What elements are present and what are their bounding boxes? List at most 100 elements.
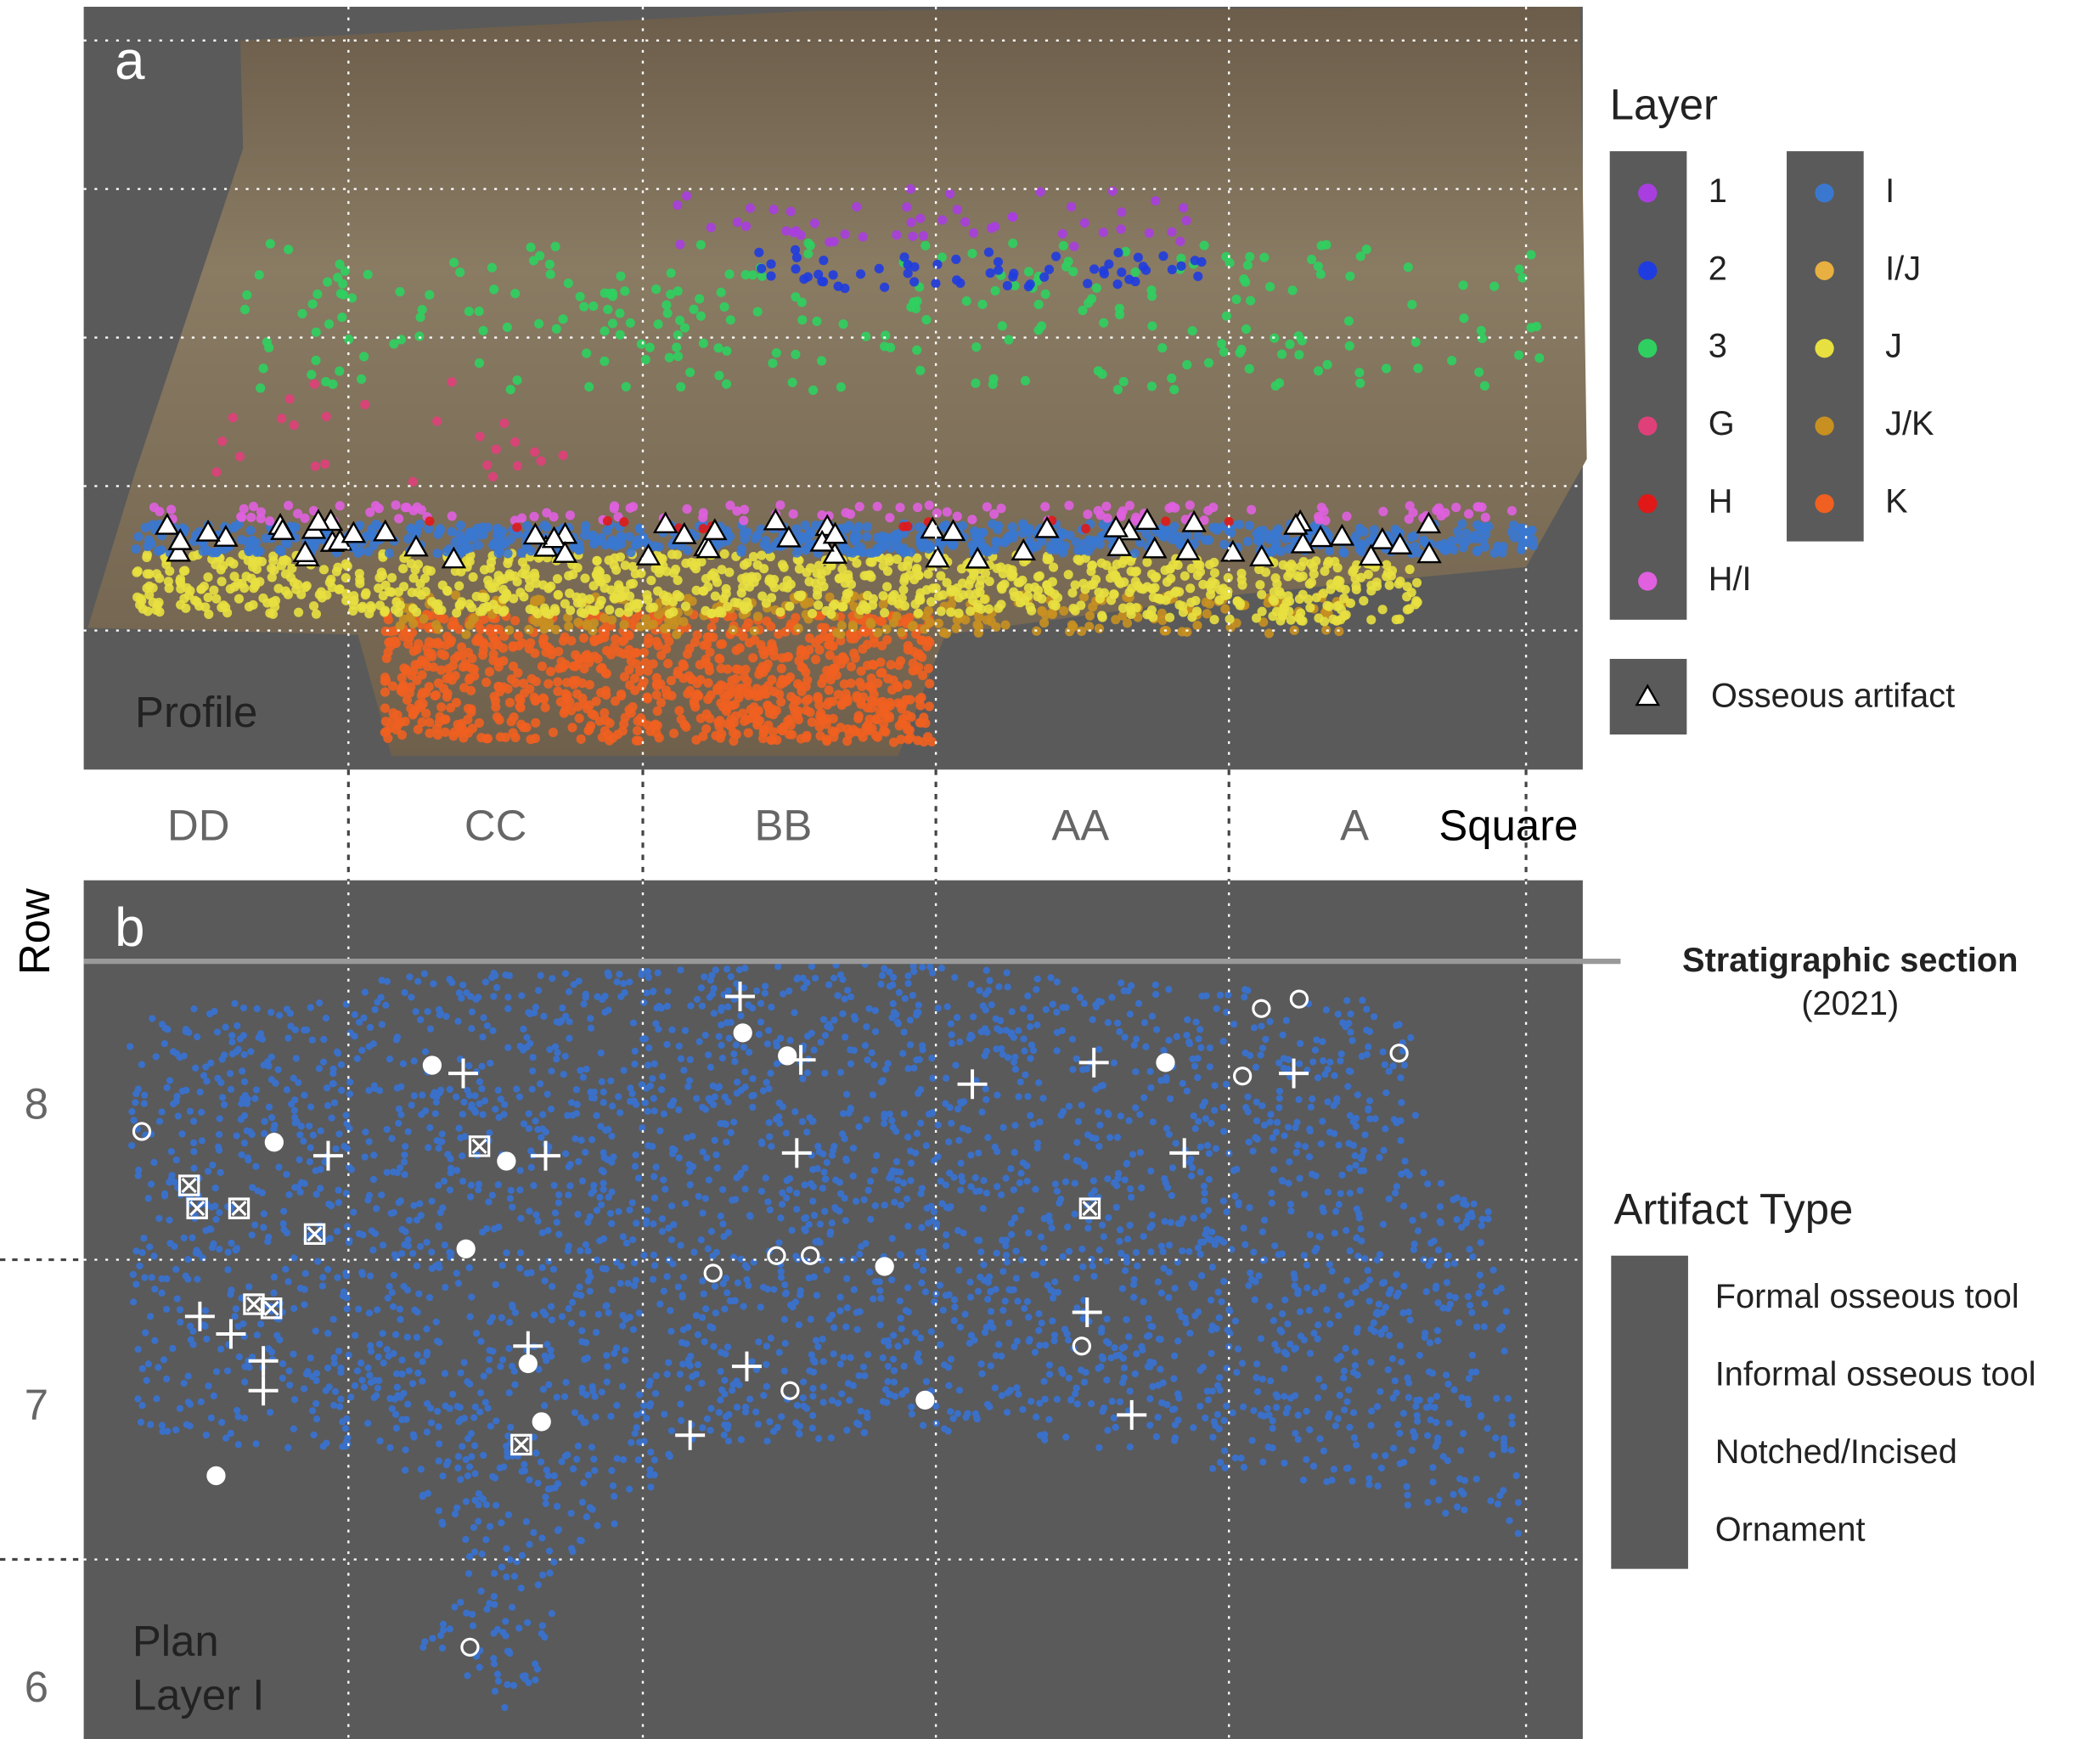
profile-point <box>668 597 678 606</box>
plan-point <box>539 1230 546 1236</box>
profile-point <box>908 622 917 632</box>
profile-point <box>826 675 836 684</box>
profile-point <box>619 517 628 526</box>
plan-point <box>899 1050 906 1057</box>
profile-point <box>1157 343 1167 352</box>
profile-point <box>808 718 817 727</box>
profile-point <box>967 249 977 258</box>
profile-point <box>588 301 598 311</box>
plan-point <box>398 1357 405 1364</box>
profile-point <box>904 260 913 269</box>
profile-point <box>1072 537 1081 547</box>
profile-point <box>875 264 884 273</box>
profile-point <box>1124 274 1134 284</box>
profile-point <box>1325 546 1334 555</box>
profile-point <box>414 331 424 340</box>
plan-point <box>526 1207 532 1214</box>
plan-point <box>1024 1298 1031 1305</box>
profile-point <box>811 578 820 588</box>
plan-point <box>864 1056 870 1063</box>
profile-point <box>791 264 800 273</box>
profile-point <box>1372 577 1382 587</box>
profile-point <box>1256 534 1265 543</box>
plan-point <box>794 975 801 982</box>
plan-point <box>184 1256 191 1263</box>
profile-point <box>903 521 912 531</box>
plan-point <box>728 1129 735 1136</box>
profile-point <box>665 609 674 618</box>
plan-point <box>687 1002 694 1009</box>
plan-point <box>975 1288 982 1295</box>
plan-point <box>554 1393 560 1400</box>
profile-point <box>140 523 149 532</box>
profile-point <box>539 633 549 643</box>
profile-point <box>510 289 520 298</box>
profile-point <box>558 663 567 673</box>
plan-point <box>668 1236 675 1243</box>
plan-point <box>362 988 369 995</box>
profile-point <box>948 541 957 550</box>
plan-point <box>609 1103 616 1110</box>
profile-point <box>1314 366 1323 375</box>
plan-point <box>1258 1335 1264 1342</box>
profile-point <box>1111 615 1120 624</box>
figure: a Profile b Plan Layer I DD CC BB AA A S… <box>0 0 2100 1739</box>
profile-point <box>829 270 838 279</box>
profile-point <box>781 226 791 235</box>
profile-point <box>418 670 427 679</box>
profile-point <box>817 356 826 365</box>
profile-point <box>964 580 973 589</box>
plan-point <box>1426 1368 1433 1375</box>
plan-point <box>484 1022 491 1029</box>
plan-point <box>1101 1233 1107 1240</box>
profile-point <box>414 660 424 669</box>
profile-point <box>683 546 692 555</box>
profile-point <box>828 697 837 706</box>
plan-point <box>830 1350 836 1357</box>
profile-point <box>132 568 141 577</box>
plan-point <box>998 1353 1005 1359</box>
plan-point <box>452 1511 459 1517</box>
profile-point <box>643 694 652 703</box>
profile-point <box>892 230 901 239</box>
profile-point <box>455 722 464 731</box>
profile-point <box>886 543 895 553</box>
profile-point <box>527 674 537 684</box>
profile-point <box>767 675 776 684</box>
profile-point <box>1382 363 1391 373</box>
plan-point <box>678 1417 684 1424</box>
plan-point <box>1377 1388 1383 1395</box>
profile-point <box>705 714 714 723</box>
profile-point <box>1356 251 1365 261</box>
plan-point <box>513 1085 520 1092</box>
plan-point <box>698 1236 705 1243</box>
profile-point <box>915 366 925 375</box>
plan-point <box>554 1503 560 1510</box>
profile-point <box>133 532 143 542</box>
plan-point <box>1213 1145 1219 1152</box>
profile-point <box>906 217 915 227</box>
profile-point <box>883 566 892 576</box>
profile-point <box>294 608 303 617</box>
plan-point <box>1400 1410 1407 1416</box>
profile-point <box>1092 284 1101 293</box>
plan-point <box>1444 1381 1451 1387</box>
profile-point <box>613 540 622 549</box>
profile-point <box>526 546 536 555</box>
profile-point <box>610 501 619 510</box>
plan-point <box>730 1118 737 1125</box>
profile-point <box>1515 265 1524 274</box>
plan-point <box>1079 1066 1086 1073</box>
plan-point <box>1416 1397 1422 1404</box>
profile-point <box>1507 506 1517 515</box>
plan-point <box>245 1283 252 1290</box>
plan-point <box>436 1145 442 1151</box>
profile-point <box>695 660 705 669</box>
profile-point <box>601 716 611 725</box>
profile-point <box>497 538 506 548</box>
plan-point <box>292 1027 299 1033</box>
plan-point <box>940 1307 947 1314</box>
profile-point <box>1294 613 1303 622</box>
plan-point <box>329 1066 336 1072</box>
plan-point <box>1473 1476 1480 1483</box>
